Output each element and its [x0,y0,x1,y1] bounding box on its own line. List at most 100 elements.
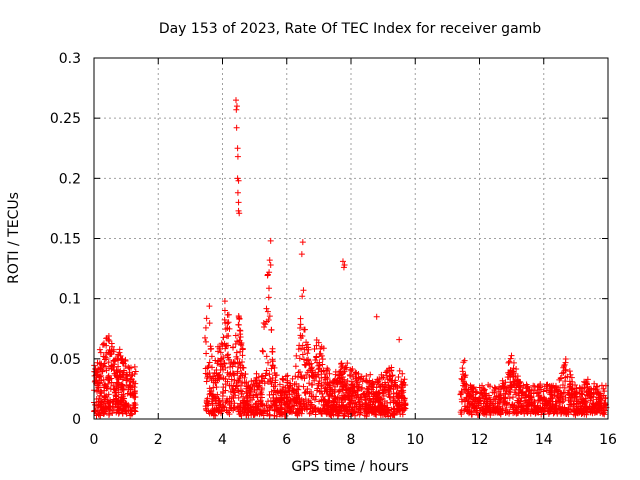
data-point [308,372,315,379]
data-point [97,367,104,374]
axis-ticks [93,57,609,420]
data-point [582,395,589,402]
data-point [115,407,122,414]
data-point [277,405,284,412]
data-point [395,401,402,408]
data-point [115,352,122,359]
x-tick-label: 8 [347,432,356,448]
data-point [559,399,566,406]
data-point [547,404,554,411]
data-point [376,383,383,390]
data-point [114,380,121,387]
data-point [399,394,406,401]
data-point [505,391,512,398]
data-point [524,399,531,406]
data-point [352,408,359,415]
data-point [571,388,578,395]
data-point [595,391,602,398]
data-point [464,390,471,397]
data-point [299,333,306,340]
data-point [344,408,351,415]
data-point [464,398,471,405]
data-point [272,379,279,386]
data-point [220,375,227,382]
data-point [562,359,569,366]
data-point [318,381,325,388]
data-point [313,393,320,400]
data-point [584,376,591,383]
x-tick-label: 2 [154,432,163,448]
data-point [216,404,223,411]
data-point [320,405,327,412]
data-point [292,363,299,370]
data-point [509,368,516,375]
data-point [308,401,315,408]
data-point [584,381,591,388]
data-point [500,380,507,387]
data-point [238,390,245,397]
data-point [326,370,333,377]
data-point [499,377,506,384]
data-point [483,396,490,403]
data-point [524,410,531,417]
data-point [234,189,241,196]
data-point [348,382,355,389]
data-point [216,399,223,406]
data-point [263,305,270,312]
data-point [225,311,232,318]
data-point [361,412,368,419]
data-point [103,385,110,392]
data-point [102,394,109,401]
data-point [254,394,261,401]
data-point [234,338,241,345]
data-point [233,349,240,356]
data-point [100,409,107,416]
data-point [93,369,100,376]
data-point [394,383,401,390]
data-point [262,321,269,328]
data-point [460,359,467,366]
data-point [319,356,326,363]
data-point [222,387,229,394]
data-point [236,359,243,366]
data-point [573,405,580,412]
data-point [341,395,348,402]
data-point [123,382,130,389]
chart-title: Day 153 of 2023, Rate Of TEC Index for r… [159,21,541,37]
data-point [237,362,244,369]
data-point [234,145,241,152]
data-point [239,345,246,352]
x-tick-label: 16 [599,432,617,448]
data-point [567,401,574,408]
data-point [323,404,330,411]
data-point [315,366,322,373]
data-point [214,360,221,367]
data-point [266,257,273,264]
data-point [233,380,240,387]
data-point [324,365,331,372]
data-point [119,355,126,362]
data-point [268,388,275,395]
data-point [363,402,370,409]
data-point [507,374,514,381]
data-point [220,334,227,341]
data-point [218,340,225,347]
data-point [296,368,303,375]
data-point [579,391,586,398]
data-point [523,388,530,395]
data-point [537,394,544,401]
data-point [342,389,349,396]
data-point [543,387,550,394]
data-point [459,376,466,383]
data-point [381,411,388,418]
data-point [544,401,551,408]
data-point [550,382,557,389]
data-point [309,367,316,374]
data-point [282,409,289,416]
data-point [540,388,547,395]
data-point [551,392,558,399]
data-point [118,391,125,398]
data-point [534,389,541,396]
data-point [395,374,402,381]
data-point [458,396,465,403]
